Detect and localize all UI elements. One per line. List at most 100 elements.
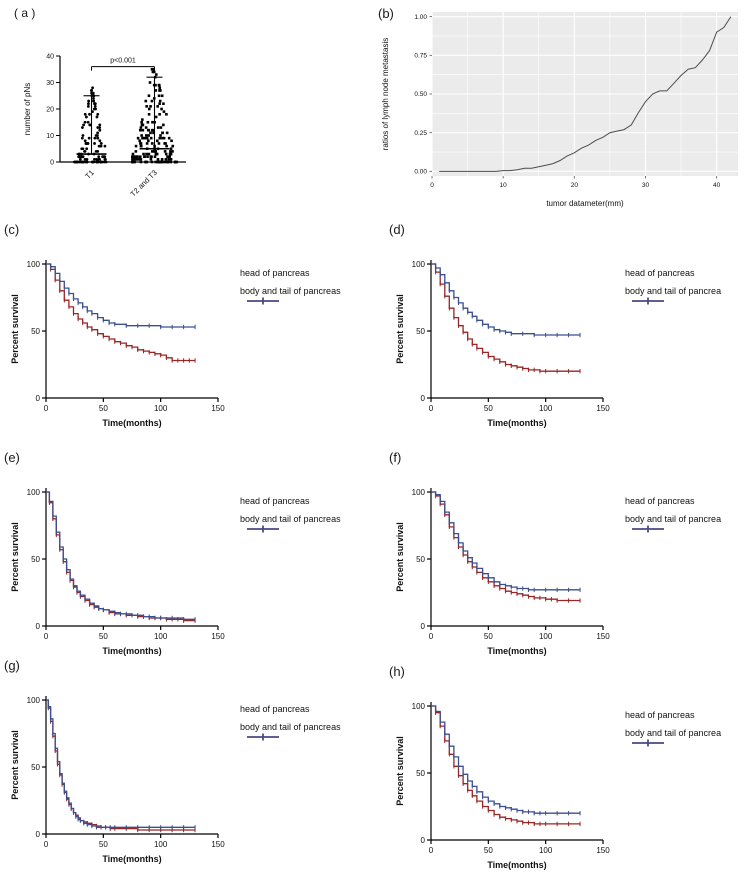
svg-text:100: 100 bbox=[539, 846, 553, 855]
svg-text:50: 50 bbox=[99, 404, 108, 413]
svg-text:T2 and T3: T2 and T3 bbox=[128, 168, 158, 198]
svg-text:1.00: 1.00 bbox=[414, 14, 427, 21]
panel-b-label: (b) bbox=[378, 6, 394, 21]
svg-text:T1: T1 bbox=[83, 168, 96, 181]
legend-item-body-tail-of-pancreas: body and tail of pancreas bbox=[240, 514, 341, 533]
svg-text:50: 50 bbox=[484, 404, 493, 413]
svg-text:100: 100 bbox=[154, 404, 168, 413]
svg-text:Time(months): Time(months) bbox=[102, 854, 161, 864]
svg-text:30: 30 bbox=[46, 80, 54, 87]
legend-item-head-of-pancreas: head of pancreas bbox=[240, 268, 341, 305]
survival-chart-e: 0 50 100 0 50 100 150 Percent survival Time(mont… bbox=[10, 488, 225, 656]
svg-text:0: 0 bbox=[36, 830, 41, 839]
panel-c-label: (c) bbox=[4, 222, 20, 237]
svg-text:20: 20 bbox=[46, 107, 54, 114]
svg-text:40: 40 bbox=[713, 182, 721, 189]
panel-c: (c) 0 50 100 0 50 100 150 Percent survival Time(… bbox=[0, 222, 380, 434]
svg-text:Percent survival: Percent survival bbox=[395, 294, 405, 364]
svg-text:10: 10 bbox=[46, 133, 54, 140]
svg-text:100: 100 bbox=[27, 696, 41, 705]
legend-label: body and tail of pancrea bbox=[625, 286, 722, 296]
svg-text:0.25: 0.25 bbox=[414, 130, 427, 137]
svg-text:40: 40 bbox=[46, 54, 54, 61]
legend-c: head of pancreas body and tail of pancre… bbox=[240, 268, 341, 305]
svg-text:tumor datameter(mm): tumor datameter(mm) bbox=[546, 199, 624, 208]
legend-label: head of pancreas bbox=[625, 496, 695, 506]
panel-e: (e) 0 50 100 0 50 100 150 Percent survival Time(… bbox=[0, 450, 380, 662]
svg-text:50: 50 bbox=[416, 555, 425, 564]
svg-text:0: 0 bbox=[36, 622, 41, 631]
svg-text:0: 0 bbox=[36, 394, 41, 403]
svg-text:150: 150 bbox=[596, 632, 610, 641]
legend-label: head of pancreas bbox=[240, 268, 310, 278]
legend-label: body and tail of pancreas bbox=[240, 514, 341, 524]
blue-survival-line-icon bbox=[632, 297, 664, 305]
blue-survival-line-icon bbox=[247, 297, 279, 305]
svg-text:100: 100 bbox=[27, 488, 41, 497]
svg-text:0: 0 bbox=[430, 182, 434, 189]
svg-text:Percent survival: Percent survival bbox=[395, 522, 405, 592]
panel-g: (g) 0 50 100 0 50 100 150 Percent survival Time(… bbox=[0, 658, 380, 870]
legend-d: head of pancreas body and tail of pancre… bbox=[625, 268, 722, 305]
svg-text:100: 100 bbox=[539, 632, 553, 641]
svg-text:0.50: 0.50 bbox=[414, 91, 427, 98]
blue-survival-line-icon bbox=[247, 525, 279, 533]
svg-text:Time(months): Time(months) bbox=[487, 418, 546, 428]
svg-text:0: 0 bbox=[44, 840, 49, 849]
blue-survival-line-icon bbox=[632, 525, 664, 533]
legend-label: body and tail of pancrea bbox=[625, 514, 722, 524]
legend-h: head of pancreas body and tail of pancre… bbox=[625, 710, 721, 747]
legend-label: head of pancreas bbox=[625, 710, 695, 720]
panel-e-label: (e) bbox=[4, 450, 20, 465]
panel-d-label: (d) bbox=[389, 222, 405, 237]
panel-d: (d) 0 50 100 0 50 100 150 Percent survival Time(… bbox=[385, 222, 753, 434]
svg-text:50: 50 bbox=[99, 632, 108, 641]
svg-text:20: 20 bbox=[571, 182, 579, 189]
legend-label: body and tail of pancreas bbox=[240, 286, 341, 296]
svg-text:0: 0 bbox=[421, 394, 426, 403]
svg-text:0: 0 bbox=[421, 622, 426, 631]
svg-text:150: 150 bbox=[211, 404, 225, 413]
svg-text:50: 50 bbox=[484, 632, 493, 641]
legend-item-head-of-pancreas: head of pancreas bbox=[625, 710, 721, 747]
panel-h: (h) 0 50 100 0 50 100 150 Percent survival Time(… bbox=[385, 664, 753, 876]
legend-label: head of pancreas bbox=[625, 268, 695, 278]
svg-text:50: 50 bbox=[31, 327, 40, 336]
svg-text:100: 100 bbox=[27, 260, 41, 269]
panel-a: ( a ) 0 10 20 30 40 number of pNs T1 T2 and T3 p… bbox=[8, 2, 238, 220]
legend-item-head-of-pancreas: head of pancreas bbox=[240, 496, 341, 533]
svg-text:100: 100 bbox=[154, 632, 168, 641]
survival-chart-g: 0 50 100 0 50 100 150 Percent survival Time(mont… bbox=[10, 696, 225, 864]
svg-text:0: 0 bbox=[50, 160, 54, 167]
legend-f: head of pancreas body and tail of pancre… bbox=[625, 496, 722, 533]
svg-text:100: 100 bbox=[412, 260, 426, 269]
panel-a-label: ( a ) bbox=[14, 6, 36, 20]
panel-f: (f) 0 50 100 0 50 100 150 Percent survival Time(… bbox=[385, 450, 753, 662]
panel-g-label: (g) bbox=[4, 658, 20, 673]
svg-text:Time(months): Time(months) bbox=[487, 860, 546, 870]
legend-item-head-of-pancreas: head of pancreas bbox=[625, 268, 721, 305]
legend-label: head of pancreas bbox=[240, 496, 310, 506]
svg-text:10: 10 bbox=[500, 182, 508, 189]
svg-text:100: 100 bbox=[412, 702, 426, 711]
svg-text:50: 50 bbox=[484, 846, 493, 855]
svg-text:150: 150 bbox=[596, 846, 610, 855]
svg-text:Percent survival: Percent survival bbox=[10, 522, 20, 592]
svg-text:150: 150 bbox=[596, 404, 610, 413]
svg-text:150: 150 bbox=[211, 840, 225, 849]
svg-text:ratios of lymph node metastasi: ratios of lymph node metastasis bbox=[381, 38, 390, 151]
dot-plot-chart: 0 10 20 30 40 number of pNs T1 T2 and T3 p<0.001 bbox=[23, 54, 186, 199]
legend-e: head of pancreas body and tail of pancre… bbox=[240, 496, 341, 533]
svg-text:Time(months): Time(months) bbox=[487, 646, 546, 656]
legend-g: head of pancreas body and tail of pancre… bbox=[240, 704, 341, 741]
svg-text:0: 0 bbox=[429, 404, 434, 413]
svg-text:100: 100 bbox=[412, 488, 426, 497]
svg-text:0.75: 0.75 bbox=[414, 53, 427, 60]
panel-h-label: (h) bbox=[389, 664, 405, 679]
svg-text:Percent survival: Percent survival bbox=[395, 736, 405, 806]
survival-chart-f: 0 50 100 0 50 100 150 Percent survival Time(mont… bbox=[395, 488, 610, 656]
svg-text:100: 100 bbox=[539, 404, 553, 413]
survival-chart-c: 0 50 100 0 50 100 150 Percent survival Time(mont… bbox=[10, 260, 225, 428]
metastasis-ratio-chart: 0 10 20 30 40 0.00 0.25 0.50 0.75 1.00 ratios of l… bbox=[381, 12, 738, 208]
